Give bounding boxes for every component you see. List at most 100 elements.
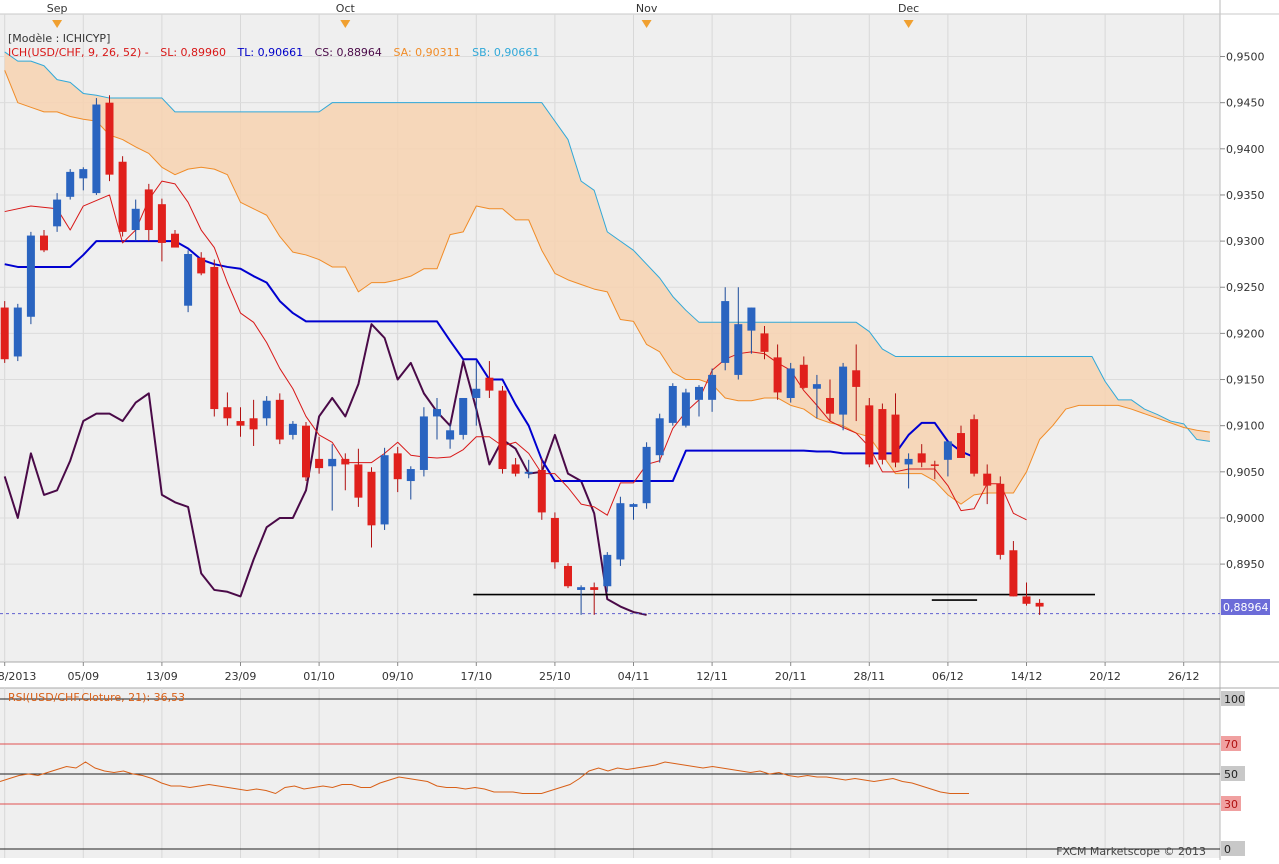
candle-body [695,386,703,400]
price-tick-label: 0,9300 [1226,235,1265,248]
candle-body [144,189,153,231]
candle-body [943,441,952,460]
candle-body [302,425,310,478]
candle-body [184,254,193,306]
candle-body [511,464,520,474]
candle-body [655,418,664,456]
candle-body [826,397,834,414]
chikou-value: CS: 0,88964 [315,46,382,59]
y-axis-panel [1220,0,1279,860]
indicator-legend: ICH(USD/CHF, 9, 26, 52) - SL: 0,89960 TL… [8,46,539,59]
cloud-fill [4,51,1210,505]
candle-body [354,464,363,498]
candle-body [210,266,219,410]
candle-body [472,388,481,398]
candle-body [629,504,638,507]
date-tick-label: 17/10 [460,670,492,683]
price-tick-label: 0,8950 [1226,558,1265,571]
rsi-level-label: 100 [1224,693,1245,706]
candle-body [708,374,717,400]
senkou-a-value: SA: 0,90311 [393,46,460,59]
month-marker-triangle [641,20,652,28]
candle-body [550,517,559,563]
candle-body [983,473,992,486]
candle-body [891,414,900,463]
rsi-line [0,761,969,795]
candle-body [564,565,572,587]
copyright-text: FXCM Marketscope © 2013 [1056,845,1206,858]
candle-body [393,453,402,480]
month-label: Nov [636,2,658,15]
candle-body [603,554,612,587]
candle-body [668,385,677,423]
candle-body [878,409,887,460]
candle-body [839,366,848,415]
senkou-span-a-line [4,70,1210,505]
current-price-label: 0,88964 [1223,601,1269,614]
kumo-cloud [4,51,1210,505]
candle-body [171,233,179,248]
rsi-level-label: 30 [1224,798,1238,811]
price-tick-label: 0,9500 [1226,51,1265,64]
candle-body [197,257,206,274]
candle-body [288,423,297,435]
candle-body [524,471,533,474]
tenkan-sen-line [4,180,1027,521]
candle-body [236,421,245,426]
candlesticks [0,95,1044,615]
candle-body [157,204,166,243]
date-tick-label: 09/10 [382,670,414,683]
senkou-span-b-line [4,51,1210,442]
price-tick-label: 0,9050 [1226,466,1265,479]
rsi-label: RSI(USD/CHF.Cloture, 21): 36,53 [8,691,185,704]
month-label: Oct [336,2,356,15]
candle-body [275,399,284,440]
candle-body [904,458,913,465]
current-price-tag [1221,599,1270,615]
rsi-level-tag [1221,841,1245,856]
candle-body [341,458,350,465]
candle-body [53,199,62,227]
month-marker-triangle [340,20,351,28]
candle-body [79,169,88,179]
chart-header: [Modèle : ICHICYP] [8,32,110,45]
month-markers: Sep Oct Nov Dec [47,2,919,28]
candle-body [433,409,441,417]
month-marker-triangle [903,20,914,28]
candle-body [446,430,455,440]
candle-body [773,357,782,393]
date-tick-label: 06/12 [932,670,964,683]
candle-body [66,171,75,197]
tenkan-value: SL: 0,89960 [160,46,226,59]
candle-body [328,458,337,467]
candle-body [734,324,743,375]
candle-body [996,483,1005,555]
date-tick-label: 20/12 [1089,670,1121,683]
candle-body [367,471,376,526]
rsi-level-tag [1221,691,1245,706]
candle-body [380,455,389,525]
candle-body [721,301,730,363]
month-label: Dec [898,2,919,15]
price-tick-label: 0,9400 [1226,143,1265,156]
candle-body [131,208,140,231]
price-tick-label: 0,9200 [1226,327,1265,340]
candle-body [40,235,48,251]
candle-body [681,392,690,426]
candle-body [1009,550,1018,597]
price-axis: 0,8950 0,9000 0,9050 0,9100 0,9150 0,9200 0,92… [1220,51,1265,571]
candle-body [223,407,232,419]
date-tick-label: 28/11 [853,670,885,683]
date-tick-label: 01/10 [303,670,335,683]
price-tick-label: 0,9250 [1226,281,1265,294]
price-tick-label: 0,9000 [1226,512,1265,525]
candle-body [419,416,428,470]
ichimoku-label: ICH(USD/CHF, 9, 26, 52) - [8,46,149,59]
candle-body [0,307,9,360]
candle-body [577,587,586,590]
date-tick-label: 12/11 [696,670,728,683]
candle-body [406,469,415,482]
candle-body [262,400,271,419]
price-tick-label: 0,9450 [1226,97,1265,110]
